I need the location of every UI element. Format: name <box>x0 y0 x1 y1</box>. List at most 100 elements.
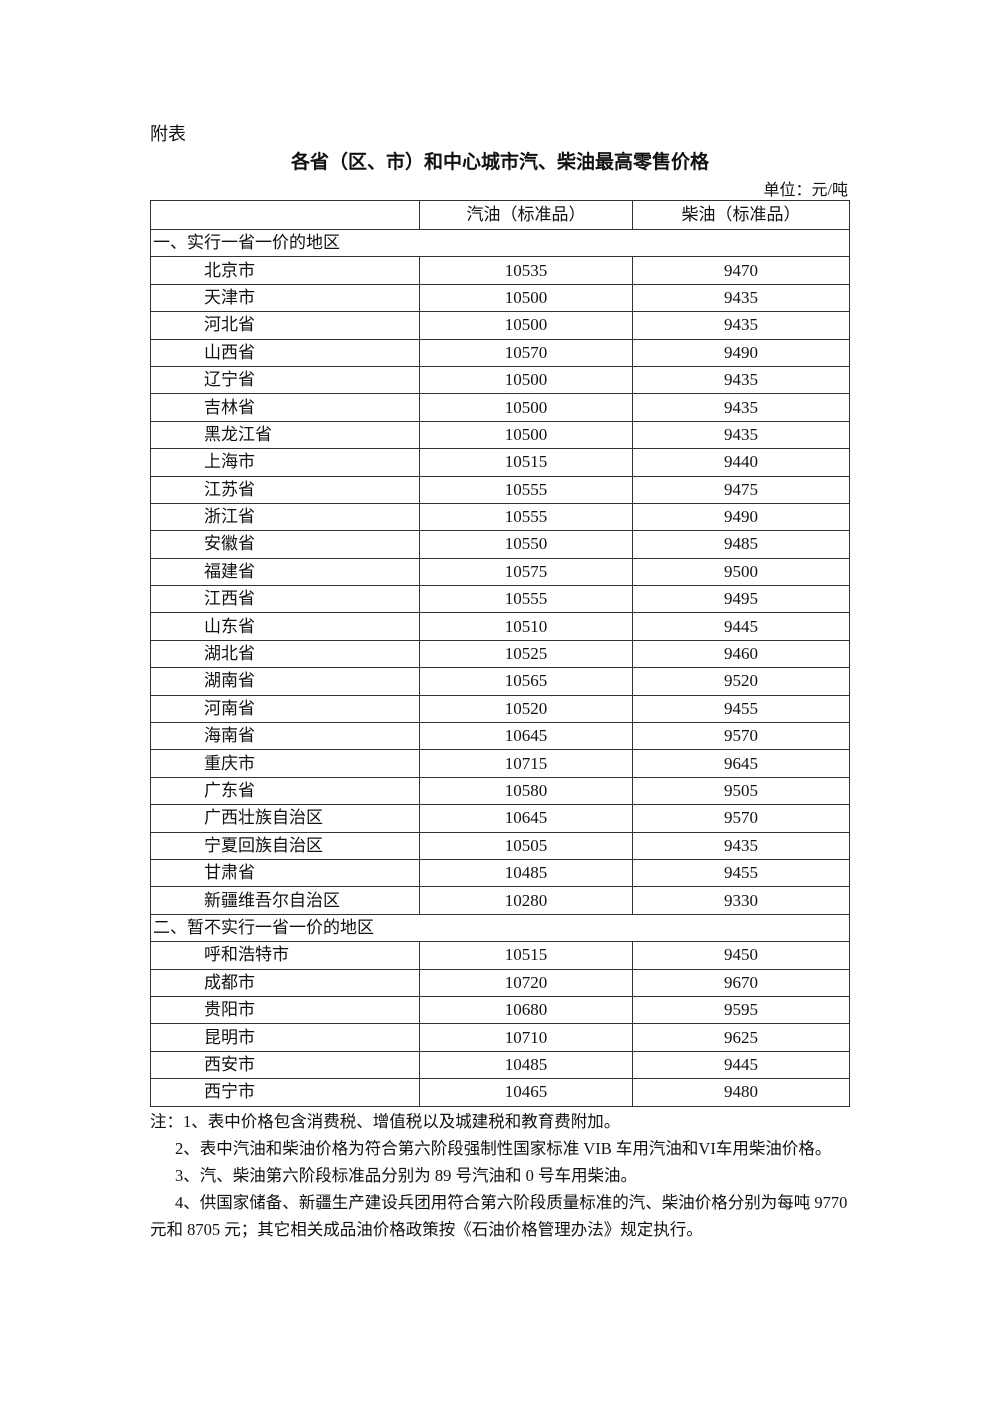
gasoline-price-cell: 10645 <box>419 804 633 833</box>
gasoline-price-cell: 10680 <box>419 995 633 1025</box>
unit-label: 单位：元/吨 <box>763 182 848 199</box>
header-cell-diesel: 柴油（标准品） <box>632 200 850 230</box>
gasoline-price-cell: 10555 <box>419 502 633 532</box>
gasoline-price-cell: 10510 <box>419 612 633 641</box>
table-row: 海南省 10645 9570 <box>150 722 850 751</box>
diesel-price-cell: 9520 <box>632 667 850 696</box>
table-row: 湖北省 10525 9460 <box>150 639 850 669</box>
gasoline-price-cell: 10280 <box>419 886 633 915</box>
section-row: 二、暂不实行一省一价的地区 <box>150 913 850 943</box>
section-label: 一、实行一省一价的地区 <box>150 228 850 258</box>
gasoline-price-cell: 10720 <box>419 968 633 997</box>
price-table: 汽油（标准品） 柴油（标准品） 一、实行一省一价的地区 北京市 10535 9470 天… <box>150 200 850 1107</box>
region-cell: 河北省 <box>150 311 420 340</box>
gasoline-price-cell: 10550 <box>419 530 633 559</box>
diesel-price-cell: 9435 <box>632 311 850 340</box>
region-cell: 湖北省 <box>150 639 420 669</box>
gasoline-price-cell: 10715 <box>419 749 633 778</box>
gasoline-price-cell: 10485 <box>419 858 633 888</box>
diesel-price-cell: 9450 <box>632 941 850 970</box>
table-row: 天津市 10500 9435 <box>150 283 850 313</box>
region-cell: 安徽省 <box>150 530 420 559</box>
diesel-price-cell: 9625 <box>632 1023 850 1052</box>
notes: 注：1、表中价格包含消费税、增值税以及城建税和教育费附加。 2、表中汽油和柴油价… <box>150 1108 850 1243</box>
header-cell-gasoline: 汽油（标准品） <box>419 200 633 230</box>
table-row: 贵阳市 10680 9595 <box>150 995 850 1025</box>
diesel-price-cell: 9445 <box>632 612 850 641</box>
diesel-price-cell: 9670 <box>632 968 850 997</box>
diesel-price-cell: 9455 <box>632 694 850 724</box>
table-header-row: 汽油（标准品） 柴油（标准品） <box>150 200 850 230</box>
table-row: 福建省 10575 9500 <box>150 557 850 587</box>
diesel-price-cell: 9595 <box>632 995 850 1025</box>
note-4: 4、供国家储备、新疆生产建设兵团用符合第六阶段质量标准的汽、柴油价格分别为每吨 … <box>150 1193 848 1239</box>
table-row: 江苏省 10555 9475 <box>150 475 850 504</box>
region-cell: 昆明市 <box>150 1023 420 1052</box>
table-row: 甘肃省 10485 9455 <box>150 858 850 888</box>
table-row: 呼和浩特市 10515 9450 <box>150 941 850 970</box>
page-title: 各省（区、市）和中心城市汽、柴油最高零售价格 <box>290 151 709 173</box>
gasoline-price-cell: 10500 <box>419 311 633 340</box>
table-row: 河北省 10500 9435 <box>150 311 850 340</box>
gasoline-price-cell: 10710 <box>419 1023 633 1052</box>
region-cell: 西安市 <box>150 1050 420 1080</box>
region-cell: 辽宁省 <box>150 365 420 395</box>
region-cell: 呼和浩特市 <box>150 941 420 970</box>
table-row: 江西省 10555 9495 <box>150 585 850 614</box>
table-row: 辽宁省 10500 9435 <box>150 365 850 395</box>
table-row: 山东省 10510 9445 <box>150 612 850 641</box>
diesel-price-cell: 9445 <box>632 1050 850 1080</box>
region-cell: 吉林省 <box>150 393 420 422</box>
diesel-price-cell: 9480 <box>632 1078 850 1107</box>
table-row: 西宁市 10465 9480 <box>150 1078 850 1107</box>
diesel-price-cell: 9435 <box>632 831 850 860</box>
gasoline-price-cell: 10565 <box>419 667 633 696</box>
region-cell: 西宁市 <box>150 1078 420 1107</box>
table-row: 宁夏回族自治区 10505 9435 <box>150 831 850 860</box>
region-cell: 黑龙江省 <box>150 420 420 450</box>
region-cell: 湖南省 <box>150 667 420 696</box>
region-cell: 天津市 <box>150 283 420 313</box>
gasoline-price-cell: 10535 <box>419 256 633 285</box>
gasoline-price-cell: 10580 <box>419 776 633 806</box>
section-row: 一、实行一省一价的地区 <box>150 228 850 258</box>
table-row: 昆明市 10710 9625 <box>150 1023 850 1052</box>
gasoline-price-cell: 10515 <box>419 941 633 970</box>
table-row: 重庆市 10715 9645 <box>150 749 850 778</box>
gasoline-price-cell: 10570 <box>419 338 633 367</box>
diesel-price-cell: 9460 <box>632 639 850 669</box>
region-cell: 浙江省 <box>150 502 420 532</box>
region-cell: 江西省 <box>150 585 420 614</box>
diesel-price-cell: 9490 <box>632 502 850 532</box>
gasoline-price-cell: 10500 <box>419 420 633 450</box>
header-cell-region <box>150 200 420 230</box>
region-cell: 河南省 <box>150 694 420 724</box>
region-cell: 新疆维吾尔自治区 <box>150 886 420 915</box>
gasoline-price-cell: 10485 <box>419 1050 633 1080</box>
region-cell: 重庆市 <box>150 749 420 778</box>
gasoline-price-cell: 10500 <box>419 283 633 313</box>
table-row: 广西壮族自治区 10645 9570 <box>150 804 850 833</box>
diesel-price-cell: 9495 <box>632 585 850 614</box>
gasoline-price-cell: 10500 <box>419 365 633 395</box>
diesel-price-cell: 9470 <box>632 256 850 285</box>
table-row: 成都市 10720 9670 <box>150 968 850 997</box>
diesel-price-cell: 9505 <box>632 776 850 806</box>
region-cell: 宁夏回族自治区 <box>150 831 420 860</box>
region-cell: 福建省 <box>150 557 420 587</box>
table-row: 上海市 10515 9440 <box>150 448 850 477</box>
diesel-price-cell: 9440 <box>632 448 850 477</box>
diesel-price-cell: 9475 <box>632 475 850 504</box>
table-row: 西安市 10485 9445 <box>150 1050 850 1080</box>
note-2: 2、表中汽油和柴油价格为符合第六阶段强制性国家标准 VIB 车用汽油和VI车用柴… <box>175 1139 832 1158</box>
gasoline-price-cell: 10645 <box>419 722 633 751</box>
diesel-price-cell: 9500 <box>632 557 850 587</box>
attachment-label: 附表 <box>150 124 186 144</box>
table-row: 浙江省 10555 9490 <box>150 502 850 532</box>
diesel-price-cell: 9435 <box>632 365 850 395</box>
diesel-price-cell: 9435 <box>632 283 850 313</box>
table-row: 新疆维吾尔自治区 10280 9330 <box>150 886 850 915</box>
region-cell: 海南省 <box>150 722 420 751</box>
gasoline-price-cell: 10575 <box>419 557 633 587</box>
gasoline-price-cell: 10555 <box>419 475 633 504</box>
